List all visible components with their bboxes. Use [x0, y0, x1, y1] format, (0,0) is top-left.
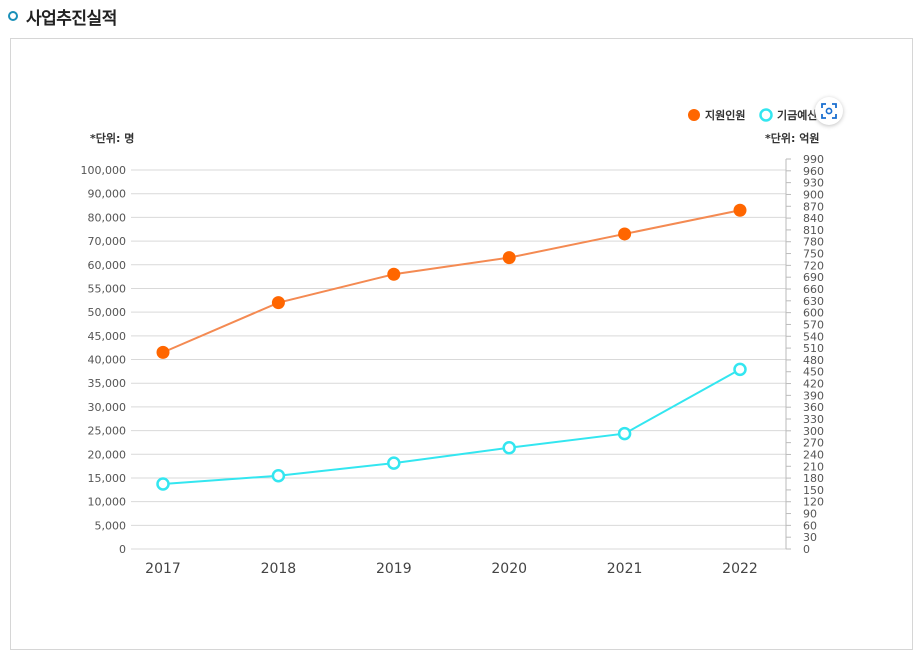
left-axis-tick-label: 10,000 [88, 496, 127, 509]
series-line-budget [162, 368, 741, 485]
right-axis-tick-label: 240 [803, 448, 824, 461]
circle-bullet-icon [8, 11, 18, 21]
left-axis-tick-label: 5,000 [95, 519, 127, 532]
left-axis-tick-label: 45,000 [88, 330, 127, 343]
series-line-support [162, 209, 741, 354]
right-axis-tick-label: 840 [803, 212, 824, 225]
x-axis-tick-label: 2022 [722, 561, 758, 577]
data-point-budget[interactable] [271, 468, 286, 483]
x-axis-tick-label: 2017 [145, 561, 181, 577]
section-title: 사업추진실적 [26, 8, 117, 29]
legend-marker-support [688, 109, 700, 121]
right-axis-tick-label: 630 [803, 295, 824, 308]
data-point-support[interactable] [733, 203, 747, 217]
left-axis-tick-label: 50,000 [88, 306, 127, 319]
right-axis-tick-label: 450 [803, 366, 824, 379]
right-axis-tick-label: 990 [803, 153, 824, 166]
right-axis-tick-label: 480 [803, 354, 824, 367]
right-axis-tick-label: 150 [803, 484, 824, 497]
axes: 0 5,000 10,000 15,000 20,000 25,000 30,000 35,0… [81, 153, 825, 577]
right-axis-tick-label: 960 [803, 165, 824, 178]
right-axis-tick-label: 660 [803, 283, 824, 296]
grid-lines [131, 169, 786, 550]
data-point-budget[interactable] [156, 477, 170, 491]
right-axis-tick-label: 420 [803, 378, 824, 391]
right-axis-tick-label: 90 [803, 508, 817, 521]
legend-label-budget: 기금예산 [777, 108, 817, 122]
left-axis-tick-label: 15,000 [88, 472, 127, 485]
left-axis-tick-label: 20,000 [88, 448, 127, 461]
right-axis-tick-label: 720 [803, 259, 824, 272]
data-point-budget[interactable] [733, 362, 747, 377]
right-axis-tick-label: 210 [803, 460, 824, 473]
series [156, 203, 747, 491]
right-axis-tick-label: 870 [803, 200, 824, 213]
right-axis-tick-label: 900 [803, 188, 824, 201]
left-axis-unit: *단위: 명 [90, 131, 134, 145]
data-point-support[interactable] [502, 251, 516, 265]
left-axis-tick-label: 100,000 [81, 164, 127, 177]
left-axis-tick-label: 30,000 [88, 401, 127, 414]
x-axis-tick-label: 2021 [607, 561, 643, 577]
left-axis-tick-label: 40,000 [88, 354, 127, 367]
left-axis-tick-label: 80,000 [88, 211, 127, 224]
data-point-support[interactable] [387, 267, 401, 281]
right-axis-tick-label: 600 [803, 307, 824, 320]
right-axis-tick-label: 780 [803, 236, 824, 249]
section-header: 사업추진실적 [8, 4, 117, 29]
data-point-support[interactable] [156, 345, 170, 359]
data-point-budget[interactable] [387, 456, 401, 470]
right-axis-tick-label: 540 [803, 330, 824, 343]
right-axis-tick-label: 60 [803, 519, 817, 532]
right-axis-tick-label: 510 [803, 342, 824, 355]
right-axis-tick-label: 690 [803, 271, 824, 284]
right-axis-tick-label: 810 [803, 224, 824, 237]
right-axis-tick-label: 270 [803, 437, 824, 450]
data-point-budget[interactable] [502, 441, 516, 455]
x-axis-tick-label: 2019 [376, 561, 412, 577]
chart-container [10, 38, 913, 650]
legend-marker-budget [759, 108, 773, 122]
left-axis-tick-label: 35,000 [88, 377, 127, 390]
screen-capture-button[interactable] [815, 97, 843, 125]
right-axis-tick-label: 330 [803, 413, 824, 426]
data-point-support[interactable] [618, 227, 632, 241]
right-axis-tick-label: 0 [803, 543, 810, 556]
right-axis-tick-label: 570 [803, 318, 824, 331]
right-axis-unit: *단위: 억원 [765, 131, 819, 145]
legend-label-support: 지원인원 [705, 108, 745, 122]
left-axis-tick-label: 90,000 [88, 188, 127, 201]
data-point-budget[interactable] [617, 426, 632, 441]
right-axis-tick-label: 30 [803, 531, 817, 544]
legend: 지원인원 기금예산 [688, 108, 817, 122]
left-axis-tick-label: 0 [119, 543, 126, 556]
left-axis-tick-label: 60,000 [88, 259, 127, 272]
left-axis-tick-label: 55,000 [88, 282, 127, 295]
right-axis-tick-label: 750 [803, 248, 824, 261]
data-point-support[interactable] [271, 296, 285, 310]
right-axis-tick-label: 120 [803, 496, 824, 509]
x-axis-tick-label: 2020 [491, 561, 527, 577]
right-axis-tick-label: 360 [803, 401, 824, 414]
left-axis-tick-label: 70,000 [88, 235, 127, 248]
x-axis-tick-label: 2018 [261, 561, 297, 577]
right-axis-tick-label: 300 [803, 425, 824, 438]
right-axis-tick-label: 180 [803, 472, 824, 485]
left-axis-tick-label: 25,000 [88, 425, 127, 438]
right-axis-tick-label: 390 [803, 389, 824, 402]
right-axis-tick-label: 930 [803, 177, 824, 190]
screen-capture-icon [821, 103, 837, 119]
